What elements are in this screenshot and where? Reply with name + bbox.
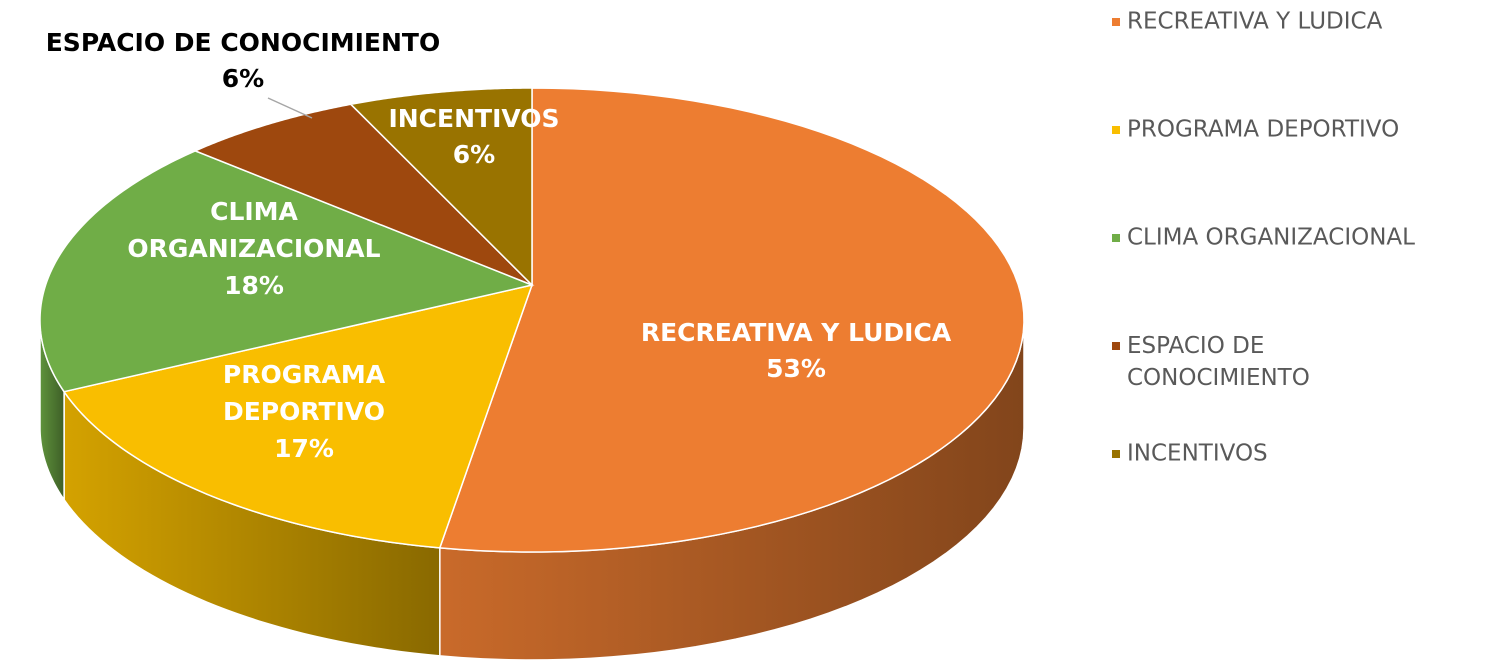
data-label-value: 53% (766, 354, 826, 383)
legend-swatch (1112, 342, 1120, 350)
legend-swatch (1112, 126, 1120, 134)
data-label: RECREATIVA Y LUDICA (641, 318, 952, 347)
legend-label: INCENTIVOS (1127, 441, 1268, 467)
pie-slice (39, 150, 535, 393)
data-label: INCENTIVOS (388, 104, 559, 133)
pie-slice (349, 87, 533, 287)
legend-label: ESPACIO DE CONOCIMIENTO (1127, 333, 1310, 391)
legend-label: CLIMA ORGANIZACIONAL (1127, 225, 1415, 251)
data-label: CLIMA ORGANIZACIONAL (127, 197, 380, 263)
data-label-value: 6% (222, 64, 264, 93)
legend-swatch (1112, 234, 1120, 242)
legend-label: RECREATIVA Y LUDICA (1127, 9, 1383, 35)
data-label-value: 17% (274, 434, 334, 463)
legend-label: PROGRAMA DEPORTIVO (1127, 117, 1399, 143)
data-label-value: 18% (224, 271, 284, 300)
legend-swatch (1112, 450, 1120, 458)
pie-slice (438, 87, 1025, 553)
data-label-value: 6% (453, 140, 495, 169)
legend-swatch (1112, 18, 1120, 26)
pie-slice (193, 103, 533, 286)
data-label: ESPACIO DE CONOCIMIENTO (46, 28, 441, 57)
leader-line (267, 97, 313, 119)
data-label: PROGRAMA DEPORTIVO (223, 360, 386, 426)
pie-slice (62, 283, 534, 549)
